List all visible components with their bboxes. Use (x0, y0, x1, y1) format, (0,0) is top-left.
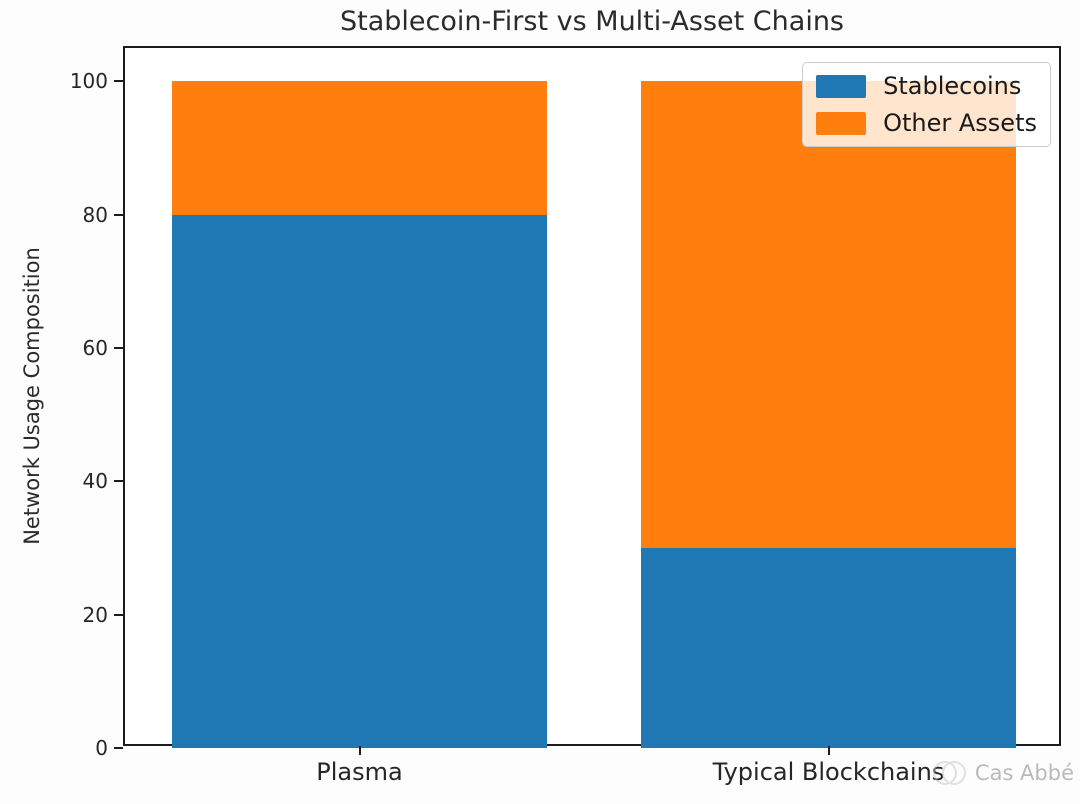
legend: Stablecoins Other Assets (802, 62, 1051, 147)
bar-segment-other-assets (640, 81, 1017, 548)
x-tick-mark (358, 746, 361, 755)
watermark-logo-icon (932, 760, 967, 786)
y-tick-label: 20 (82, 602, 108, 627)
y-tick-mark (114, 347, 123, 349)
legend-label-stablecoins: Stablecoins (883, 72, 1022, 100)
legend-swatch-stablecoins (816, 74, 867, 98)
legend-swatch-other-assets (816, 111, 867, 135)
y-tick-label: 0 (95, 736, 108, 760)
bar-segment-other-assets (171, 81, 548, 215)
legend-entry-other-assets: Other Assets (816, 109, 1037, 137)
x-tick-label: Typical Blockchains (712, 758, 945, 786)
y-tick-mark (114, 80, 123, 83)
y-tick-label: 100 (69, 69, 108, 94)
x-tick-label: Plasma (316, 758, 403, 786)
y-tick-mark (114, 213, 123, 216)
watermark: Cas Abbé (932, 760, 1074, 786)
y-tick-mark (114, 613, 123, 616)
watermark-text: Cas Abbé (974, 761, 1074, 785)
y-tick-mark (114, 480, 123, 483)
bar-segment-stablecoins (640, 548, 1017, 748)
x-tick-mark (827, 746, 830, 755)
y-tick-label: 60 (82, 336, 108, 360)
bar-segment-stablecoins (171, 214, 548, 748)
plot-area: Stablecoins Other Assets Plasma Typical B… (70, 46, 1061, 786)
y-tick-label: 80 (82, 202, 108, 227)
legend-label-other-assets: Other Assets (883, 109, 1037, 137)
y-tick-label: 40 (82, 469, 108, 494)
y-tick-mark (114, 747, 123, 749)
chart-title: Stablecoin-First vs Multi-Asset Chains (340, 6, 844, 37)
y-axis-label: Network Usage Composition (20, 247, 44, 545)
legend-entry-stablecoins: Stablecoins (816, 72, 1037, 100)
